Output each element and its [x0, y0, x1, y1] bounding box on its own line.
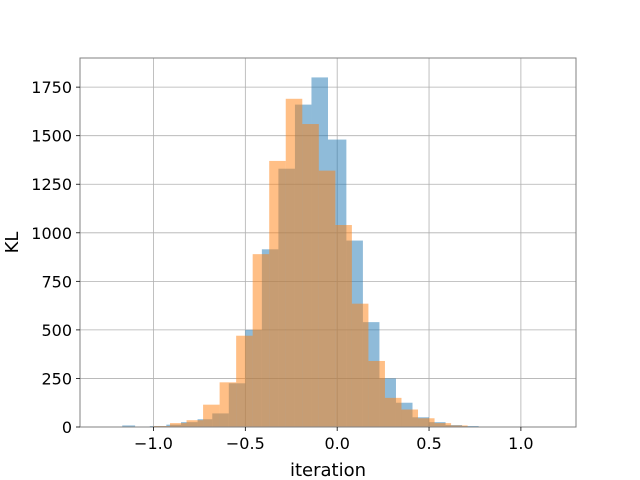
y-tick-label: 250: [41, 369, 72, 388]
histogram-bar-series-2: [203, 404, 220, 427]
x-tick-label: 0.0: [324, 434, 349, 453]
histogram-bar-series-2: [384, 397, 402, 427]
histogram-bar-series-2: [219, 382, 237, 427]
x-tick-label: 1.0: [508, 434, 533, 453]
y-tick-label: 0: [62, 418, 72, 437]
y-tick-label: 1250: [31, 175, 72, 194]
histogram-bar-series-2: [351, 303, 369, 427]
histogram-bar-series-2: [451, 425, 468, 427]
y-tick-label: 750: [41, 272, 72, 291]
histogram-bar-series-2: [434, 423, 452, 427]
x-axis-label: iteration: [290, 460, 366, 480]
histogram-bar-series-2: [302, 124, 319, 427]
histogram-bar-series-2: [368, 360, 385, 427]
y-tick-label: 1750: [31, 78, 72, 97]
histogram-bars: [122, 77, 553, 428]
x-tick-label: 0.5: [416, 434, 441, 453]
y-tick-label: 500: [41, 321, 72, 340]
axis-ticks: −1.0 −0.5 0.0 0.5 1.0 0 250 500 750 1000 1250 1500 1…: [31, 78, 533, 453]
plot-frame: [79, 57, 577, 428]
histogram-bar-series-2: [318, 170, 336, 428]
histogram-bar-series-1: [122, 425, 136, 427]
y-tick-label: 1500: [31, 127, 72, 146]
x-tick-label: −0.5: [226, 434, 265, 453]
histogram-bar-series-2: [252, 254, 270, 427]
x-tick-label: −1.0: [134, 434, 173, 453]
histogram-bar-series-2: [170, 423, 187, 427]
histogram-bar-series-2: [335, 225, 352, 427]
histogram-bar-series-2: [186, 420, 204, 427]
histogram-bar-series-2: [401, 409, 419, 427]
histogram-bar-series-2: [418, 418, 435, 427]
histogram-bar-series-2: [269, 160, 286, 427]
y-axis-label: KL: [2, 232, 23, 254]
histogram-bar-series-2: [285, 98, 303, 427]
y-tick-label: 1000: [31, 224, 72, 243]
histogram-bar-series-2: [236, 335, 253, 427]
